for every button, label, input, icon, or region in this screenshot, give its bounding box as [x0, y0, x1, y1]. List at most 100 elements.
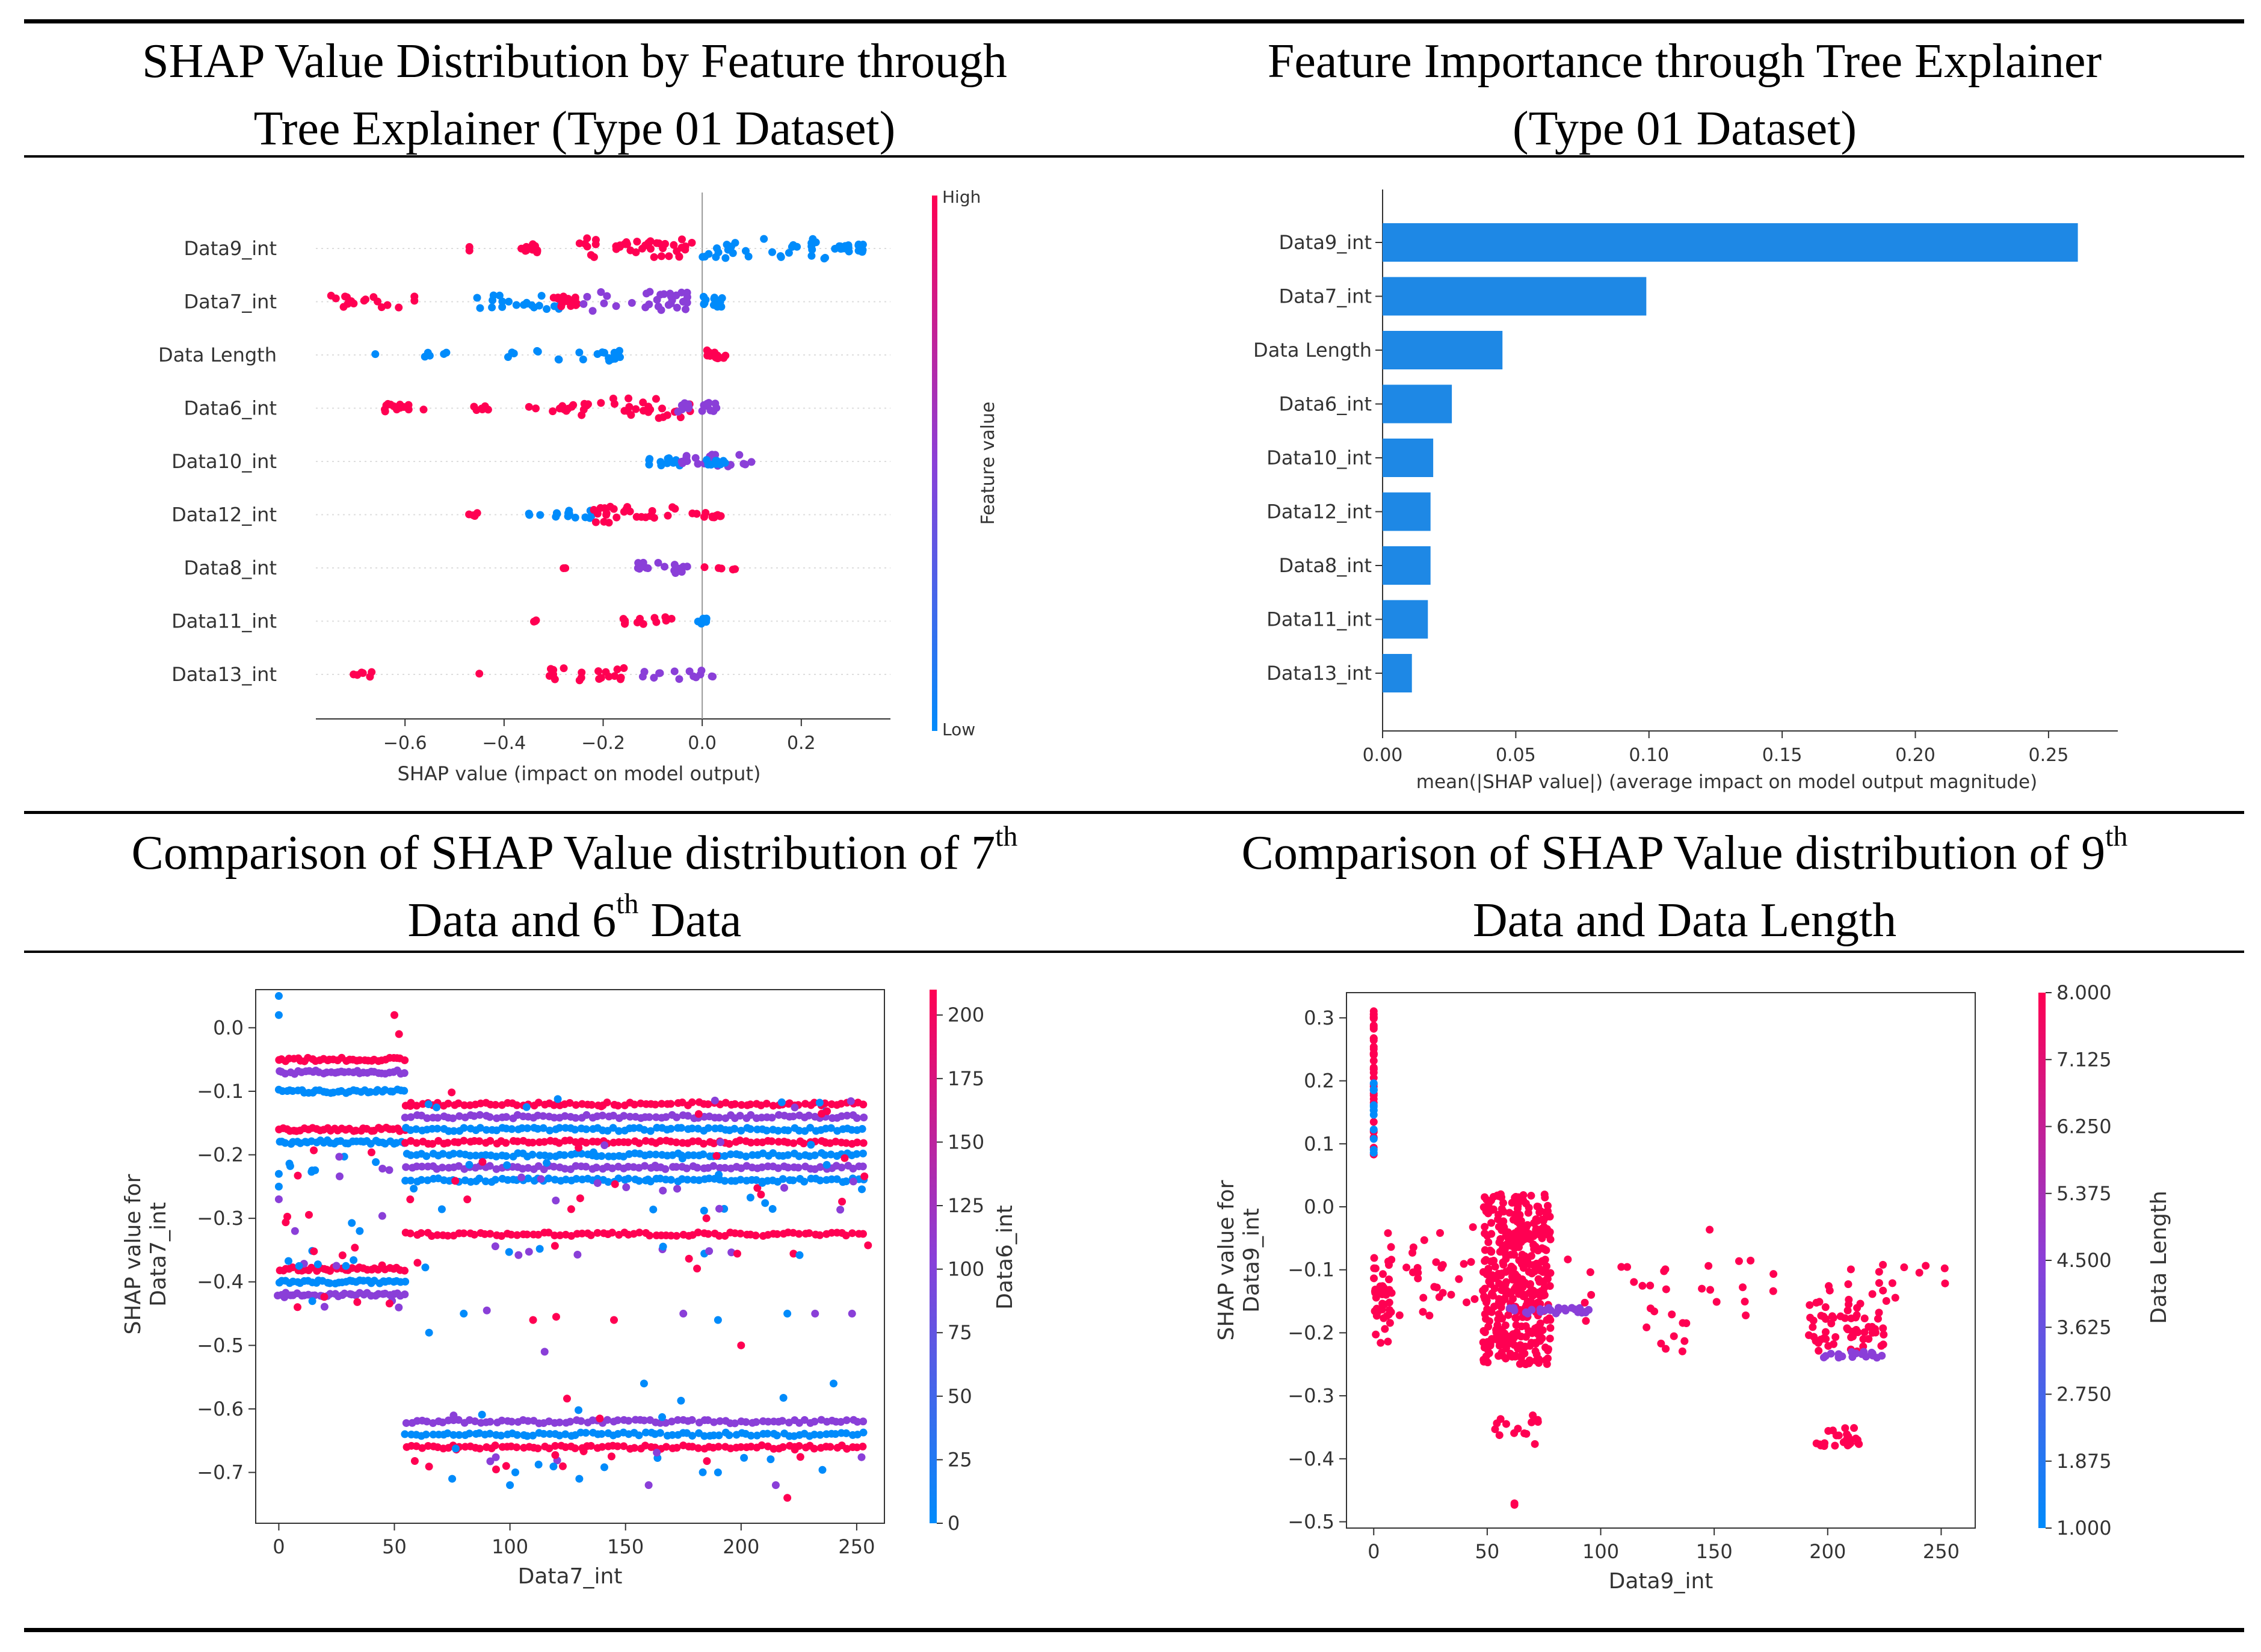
chart3-point — [378, 1261, 386, 1269]
chart1-point — [520, 301, 528, 309]
chart1-point — [536, 511, 544, 519]
chart2-category-label: Data12_int — [1266, 501, 1372, 523]
chart3-point — [794, 1163, 803, 1172]
chart4-point — [1638, 1281, 1647, 1290]
chart3-point — [406, 1195, 415, 1204]
chart4-point — [1524, 1209, 1532, 1217]
chart3-point — [780, 1183, 788, 1192]
chart3-point — [649, 1205, 658, 1213]
chart1-point — [681, 242, 689, 250]
chart1-point — [573, 300, 581, 308]
chart3-point — [575, 1406, 583, 1414]
chart1-point — [672, 291, 680, 300]
chart3-point — [625, 1150, 634, 1158]
chart3-y-tick-label: −0.7 — [197, 1461, 244, 1484]
chart3-point — [455, 1431, 463, 1439]
chart2-x-tick-label: 0.10 — [1629, 745, 1669, 766]
chart4-y-label-line1: SHAP value for — [1214, 1180, 1239, 1340]
chart3-point — [757, 1191, 765, 1199]
chart1-point — [663, 411, 671, 419]
chart3-point — [523, 1230, 531, 1239]
chart3-point — [827, 1124, 835, 1132]
chart1-point — [362, 295, 370, 304]
chart3-colorbar-tick-label: 25 — [948, 1448, 972, 1471]
chart3-point — [614, 1102, 622, 1110]
chart4-point — [1369, 1022, 1378, 1030]
chart3-point — [821, 1138, 830, 1147]
chart3-point — [402, 1163, 410, 1171]
chart1-point — [670, 667, 679, 676]
chart3-point — [552, 1197, 560, 1205]
chart3-point — [407, 1113, 415, 1121]
chart1-point — [591, 518, 600, 526]
chart3-point — [659, 1186, 667, 1195]
chart4-point — [1809, 1323, 1817, 1331]
chart3-point — [335, 1153, 344, 1161]
chart3-point — [546, 1152, 554, 1160]
chart1-point — [650, 674, 658, 682]
chart3-point — [555, 1418, 564, 1426]
chart3-point — [667, 1176, 675, 1184]
chart3-point — [646, 1150, 654, 1159]
chart3-point — [757, 1163, 766, 1171]
chart3-point — [613, 1442, 622, 1450]
chart1-point — [640, 668, 649, 676]
chart3-point — [779, 1393, 788, 1402]
chart1-point — [697, 620, 706, 628]
chart3-colorbar-tick-label: 100 — [948, 1258, 984, 1281]
bottom-rule — [24, 1628, 2244, 1632]
chart4-x-tick-label: 150 — [1696, 1540, 1733, 1563]
chart3-point — [758, 1179, 767, 1187]
chart3-point — [651, 1162, 659, 1170]
chart4-point — [1409, 1243, 1417, 1251]
chart1-feature-label: Data7_int — [184, 291, 277, 313]
top-rule — [24, 19, 2244, 23]
chart4-point — [1419, 1308, 1427, 1316]
chart1-point — [531, 404, 540, 413]
chart3-point — [699, 1139, 708, 1148]
chart3-point — [838, 1197, 847, 1206]
chart3-colorbar-tick-label: 75 — [948, 1321, 972, 1344]
chart4-point — [1868, 1349, 1877, 1358]
chart3-point — [556, 1231, 564, 1239]
chart3-point — [641, 1136, 650, 1145]
chart1-point — [612, 513, 621, 522]
chart3-point — [417, 1229, 425, 1237]
chart4-point — [1369, 1102, 1378, 1111]
chart3-point — [577, 1417, 585, 1425]
chart4-point — [1531, 1324, 1540, 1333]
chart2-category-label: Data6_int — [1279, 393, 1372, 416]
chart4-point — [1510, 1500, 1519, 1509]
chart3-point — [576, 1194, 584, 1203]
chart4-point — [1891, 1293, 1899, 1302]
chart4-point — [1436, 1228, 1444, 1237]
chart3-point — [789, 1176, 797, 1185]
chart3-point — [859, 1162, 867, 1171]
chart3-point — [715, 1114, 723, 1122]
chart3-point — [448, 1088, 456, 1097]
chart3-point — [736, 1176, 745, 1184]
chart1-point — [644, 239, 653, 247]
chart4-point — [1496, 1248, 1504, 1256]
chart4-point — [1529, 1240, 1538, 1248]
chart4-point — [1369, 1111, 1378, 1119]
chart2-x-tick-label: 0.05 — [1496, 745, 1536, 766]
chart2-bar — [1383, 331, 1503, 369]
chart3-point — [831, 1430, 840, 1438]
chart1-point — [560, 405, 569, 414]
chart3-point — [483, 1306, 491, 1315]
chart4-point — [1395, 1311, 1404, 1319]
chart1-summary-plot: −0.6 −0.4 −0.2 0.0 0.2 SHAP value (impact on … — [158, 187, 999, 785]
chart3-point — [677, 1124, 685, 1132]
chart4-point — [1806, 1313, 1815, 1322]
chart4-colorbar-tick-label: 1.875 — [2056, 1450, 2112, 1473]
chart3-y-tick-label: −0.2 — [197, 1144, 244, 1167]
chart3-point — [449, 1114, 457, 1123]
chart3-point — [688, 1443, 697, 1451]
chart3-x-label: Data7_int — [518, 1564, 623, 1589]
chart3-point — [646, 1231, 654, 1240]
chart3-point — [350, 1256, 358, 1265]
chart1-point — [620, 407, 629, 415]
chart3-point — [731, 1100, 739, 1108]
chart4-point — [1527, 1192, 1535, 1200]
